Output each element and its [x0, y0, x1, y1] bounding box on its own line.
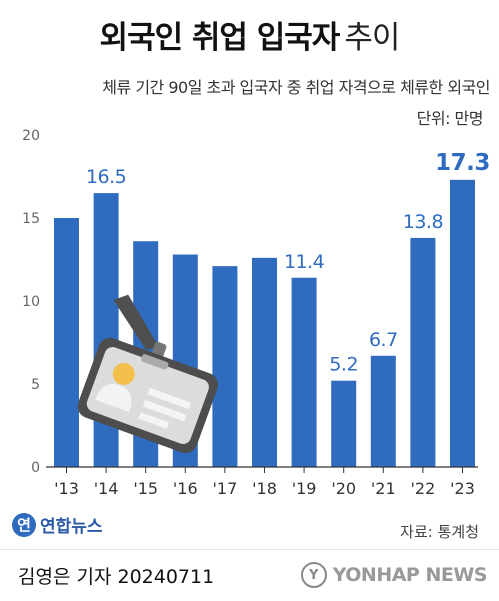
bar [410, 237, 436, 467]
x-tick-label: '18 [252, 479, 277, 498]
bar [54, 218, 79, 467]
yonhap-logo-icon: 연 [12, 512, 36, 537]
x-tick-label: '15 [133, 479, 158, 498]
bar [331, 380, 357, 467]
page-title: 외국인 취업 입국자 추이 [0, 12, 499, 57]
title-suffix: 추이 [344, 20, 400, 56]
data-label: 17.3 [435, 150, 490, 176]
x-tick-label: '13 [54, 479, 79, 498]
title-main: 외국인 취업 입국자 [99, 20, 341, 56]
y-axis: 0 5 10 15 20 [22, 128, 40, 476]
x-tick-label: '16 [173, 479, 198, 498]
x-tick-label: '22 [411, 479, 436, 498]
data-label: 5.2 [329, 354, 358, 376]
chart-subtitle: 체류 기간 90일 초과 입국자 중 취업 자격으로 체류한 외국인 [102, 78, 490, 97]
x-tick-label: '19 [292, 479, 317, 498]
yonhap-logo-text: 연합뉴스 [40, 517, 103, 537]
y-tick-label: 0 [31, 460, 40, 476]
footer: 김영은 기자 20240711 Y YONHAP NEWS [0, 549, 499, 601]
yonhap-logo: 연 연합뉴스 [12, 512, 103, 537]
x-axis: '13 '14 '15 '16 '17 '18 '19 '20 '21 '22 '23 [46, 466, 478, 498]
data-label: 6.7 [369, 329, 398, 351]
unit-label: 단위: 만명 [416, 109, 484, 128]
source-note: 자료: 통계청 [400, 523, 479, 541]
bar [252, 257, 277, 467]
x-tick-label: '17 [213, 479, 238, 498]
bar [450, 179, 475, 467]
data-label: 13.8 [403, 211, 443, 233]
x-tick-label: '23 [450, 479, 475, 498]
yonhap-watermark-icon: Y [300, 562, 327, 588]
byline: 김영은 기자 20240711 [18, 566, 215, 588]
watermark: Y YONHAP NEWS [300, 562, 488, 588]
data-label: 11.4 [284, 251, 325, 273]
y-tick-label: 10 [22, 294, 40, 310]
watermark-text: YONHAP NEWS [332, 564, 488, 586]
bar [212, 266, 238, 467]
bar [370, 355, 396, 467]
bar [291, 277, 317, 467]
x-tick-label: '14 [94, 479, 119, 498]
x-tick-label: '21 [371, 479, 396, 498]
y-tick-label: 15 [22, 211, 40, 227]
y-tick-label: 20 [22, 128, 40, 144]
y-tick-label: 5 [31, 377, 40, 393]
id-badge-lanyard-icon [77, 294, 219, 454]
x-tick-label: '20 [331, 479, 356, 498]
data-label: 16.5 [86, 166, 126, 188]
